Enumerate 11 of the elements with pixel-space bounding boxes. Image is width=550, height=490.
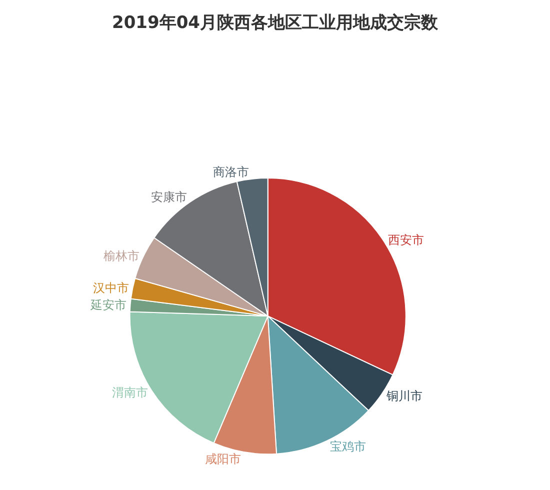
slice-label: 咸阳市 [205, 452, 242, 466]
chart-title: 2019年04月陕西各地区工业用地成交宗数 [112, 13, 439, 33]
slice-label: 西安市 [388, 233, 424, 248]
slice-label: 安康市 [150, 190, 187, 204]
slice-label: 延安市 [90, 298, 127, 312]
slice-label: 宝鸡市 [330, 440, 366, 454]
slice-label: 榆林市 [103, 249, 140, 263]
slice-label: 渭南市 [112, 385, 148, 400]
slice-label: 铜川市 [386, 388, 423, 403]
slice-label: 商洛市 [212, 164, 249, 179]
slice-label: 汉中市 [93, 281, 130, 296]
